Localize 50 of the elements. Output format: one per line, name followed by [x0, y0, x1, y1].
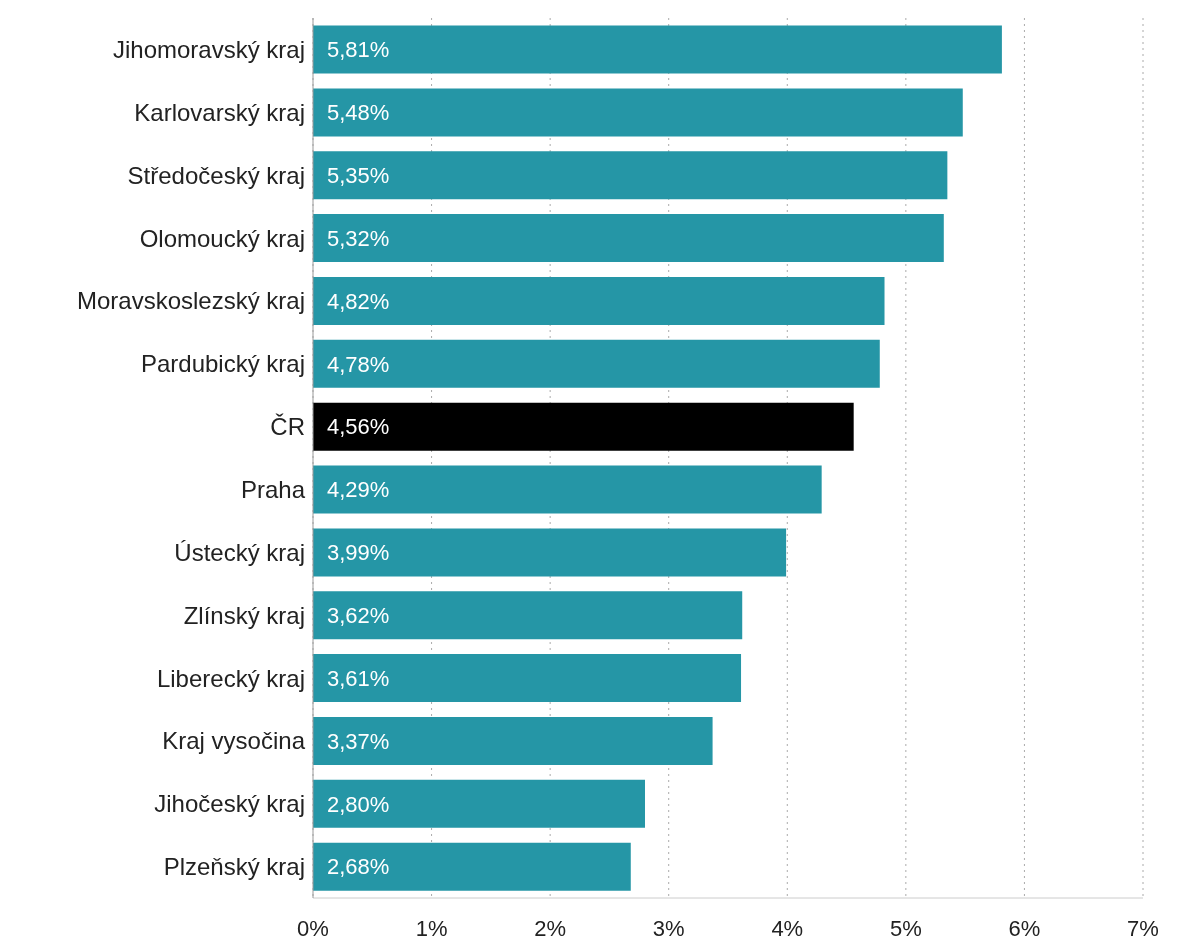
x-tick-label: 7%: [1127, 915, 1159, 941]
data-label: 4,78%: [327, 351, 390, 377]
data-label: 3,61%: [327, 665, 390, 691]
y-tick-label: Karlovarský kraj: [134, 98, 305, 126]
y-tick-label: Moravskoslezský kraj: [76, 287, 305, 315]
y-tick-label: Kraj vysočina: [162, 727, 306, 755]
data-label: 5,32%: [327, 225, 390, 251]
data-label: 5,81%: [327, 37, 390, 63]
y-tick-label: Pardubický kraj: [140, 350, 305, 378]
x-tick-label: 4%: [771, 915, 804, 941]
y-tick-label: Ústecký kraj: [174, 538, 305, 566]
bar: [313, 25, 1002, 74]
bar: [313, 402, 854, 451]
y-tick-label: Zlínský kraj: [183, 601, 305, 629]
data-label: 3,37%: [327, 728, 390, 754]
y-tick-label: Středočeský kraj: [127, 161, 305, 189]
bar: [313, 779, 645, 828]
y-tick-label: Olomoucký kraj: [139, 224, 305, 252]
bar: [313, 654, 742, 703]
y-tick-label: Jihomoravský kraj: [112, 35, 305, 63]
y-tick-label: Liberecký kraj: [156, 664, 305, 692]
data-label: 3,99%: [327, 540, 390, 566]
y-tick-label: Plzeňský kraj: [163, 853, 305, 881]
data-label: 4,56%: [327, 414, 390, 440]
data-label: 3,62%: [327, 602, 390, 628]
bar: [313, 716, 713, 765]
bar: [313, 276, 885, 325]
bar: [313, 214, 944, 263]
x-tick-label: 2%: [534, 915, 567, 941]
y-tick-label: Praha: [240, 475, 306, 503]
x-tick-label: 6%: [1008, 915, 1041, 941]
y-tick-label: Jihočeský kraj: [154, 790, 305, 818]
bar: [313, 528, 787, 577]
bar: [313, 88, 963, 137]
data-label: 4,82%: [327, 288, 390, 314]
x-tick-label: 5%: [889, 915, 922, 941]
bar: [313, 339, 880, 388]
bar: [313, 151, 948, 200]
data-label: 5,35%: [327, 162, 390, 188]
data-label: 2,68%: [327, 854, 390, 880]
bar: [313, 842, 631, 891]
x-tick-label: 1%: [415, 915, 448, 941]
data-label: 4,29%: [327, 477, 390, 503]
x-tick-label: 3%: [652, 915, 685, 941]
data-label: 2,80%: [327, 791, 390, 817]
bar: [313, 465, 822, 514]
data-label: 5,48%: [327, 100, 390, 126]
x-tick-label: 0%: [297, 915, 329, 941]
y-tick-label: ČR: [270, 413, 305, 441]
bar: [313, 591, 743, 640]
